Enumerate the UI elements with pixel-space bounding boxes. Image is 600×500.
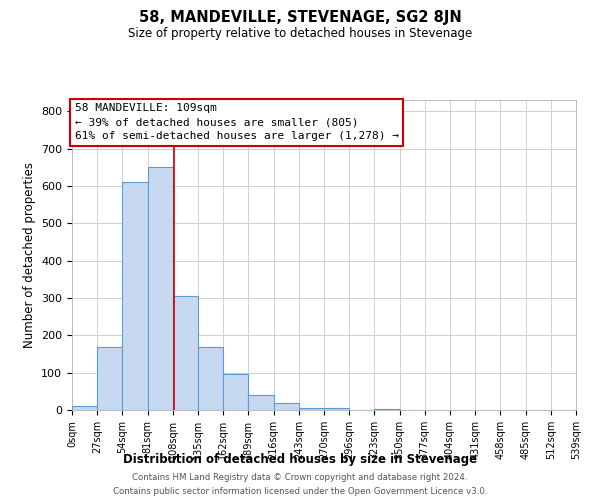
Text: Distribution of detached houses by size in Stevenage: Distribution of detached houses by size …	[123, 452, 477, 466]
Y-axis label: Number of detached properties: Number of detached properties	[23, 162, 35, 348]
Text: Contains public sector information licensed under the Open Government Licence v3: Contains public sector information licen…	[113, 488, 487, 496]
Bar	[97, 346, 122, 410]
Text: 58, MANDEVILLE, STEVENAGE, SG2 8JN: 58, MANDEVILLE, STEVENAGE, SG2 8JN	[139, 10, 461, 25]
Text: 58 MANDEVILLE: 109sqm
← 39% of detached houses are smaller (805)
61% of semi-det: 58 MANDEVILLE: 109sqm ← 39% of detached …	[74, 103, 398, 141]
Bar	[274, 402, 299, 410]
Bar	[173, 296, 198, 410]
Bar	[248, 395, 274, 410]
Bar	[374, 409, 400, 410]
Bar	[223, 374, 248, 410]
Text: Size of property relative to detached houses in Stevenage: Size of property relative to detached ho…	[128, 28, 472, 40]
Text: Contains HM Land Registry data © Crown copyright and database right 2024.: Contains HM Land Registry data © Crown c…	[132, 472, 468, 482]
Bar	[72, 406, 97, 410]
Bar	[299, 408, 324, 410]
Bar	[122, 182, 148, 410]
Bar	[324, 408, 349, 410]
Bar	[148, 167, 173, 410]
Bar	[198, 346, 223, 410]
